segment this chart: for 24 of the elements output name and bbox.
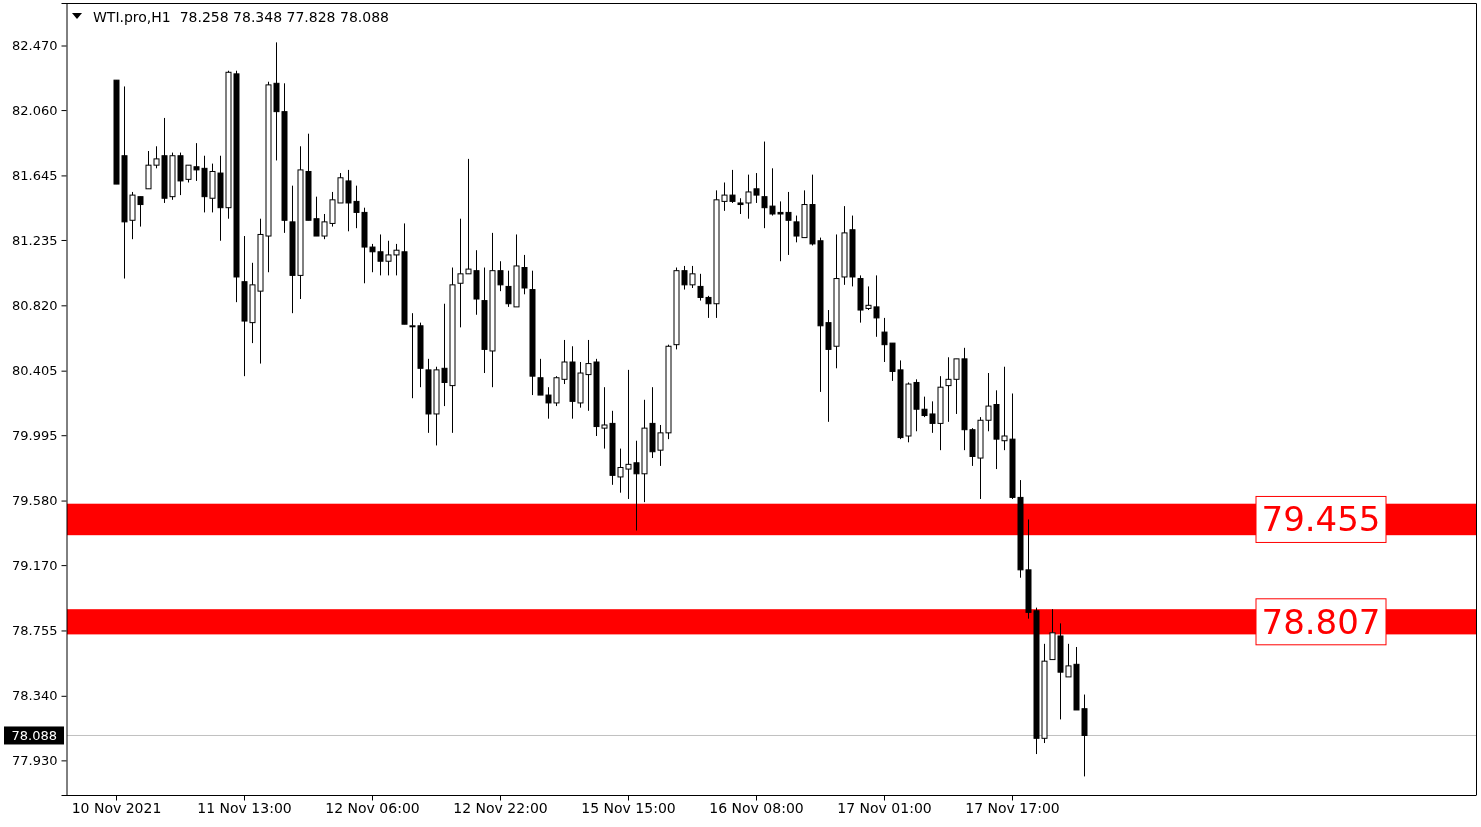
y-tick-label: 78.340 — [12, 688, 58, 704]
y-tick-label: 79.170 — [12, 557, 58, 573]
y-tick-label: 82.060 — [12, 102, 58, 118]
y-tick-label: 80.405 — [12, 363, 58, 379]
y-tick-label: 78.755 — [12, 623, 58, 639]
x-tick-label: 10 Nov 2021 — [71, 800, 162, 817]
y-tick-label: 80.820 — [12, 297, 58, 313]
x-tick-label: 12 Nov 22:00 — [453, 800, 548, 817]
x-tick-label: 12 Nov 06:00 — [325, 800, 420, 817]
ref-line-label: 78.088 — [11, 728, 57, 744]
band-label: 78.807 — [1261, 601, 1381, 642]
x-tick-label: 11 Nov 13:00 — [197, 800, 292, 817]
y-tick-label: 79.580 — [12, 493, 58, 509]
x-tick-label: 15 Nov 15:00 — [581, 800, 676, 817]
band-label: 79.455 — [1261, 499, 1381, 540]
x-tick-label: 17 Nov 01:00 — [837, 800, 932, 817]
chart-title: WTI.pro,H1 78.258 78.348 77.828 78.088 — [93, 8, 389, 25]
x-tick-label: 17 Nov 17:00 — [965, 800, 1060, 817]
y-tick-label: 81.645 — [12, 168, 58, 184]
y-tick-label: 79.995 — [12, 427, 58, 443]
y-tick-label: 77.930 — [12, 753, 58, 769]
y-tick-label: 81.235 — [12, 232, 58, 248]
y-tick-label: 82.470 — [12, 38, 58, 54]
x-tick-label: 16 Nov 08:00 — [709, 800, 804, 817]
